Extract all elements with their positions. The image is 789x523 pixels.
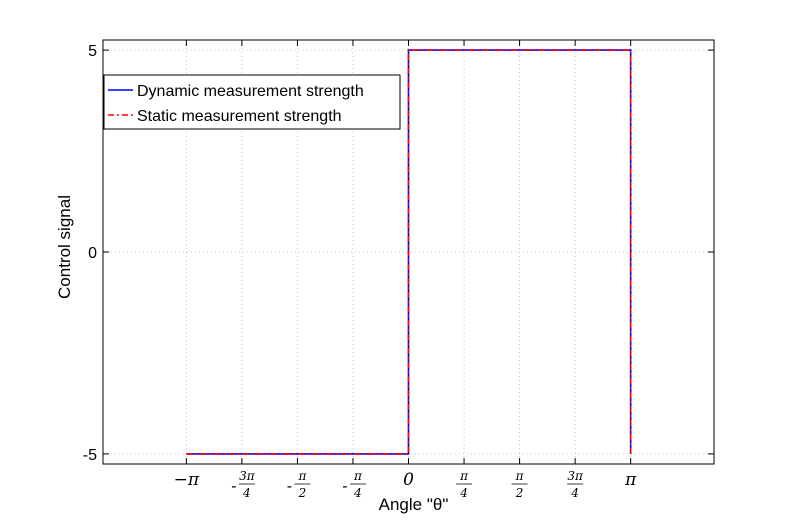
axes-box	[102, 39, 715, 465]
x-tick-denominator: 2	[515, 486, 524, 500]
x-tick-label: π4	[456, 469, 473, 500]
x-tick-label: π2	[511, 469, 528, 500]
x-tick-denominator: 4	[459, 486, 468, 500]
x-tick-sign: -	[287, 478, 292, 495]
y-axis-label: Control signal	[55, 195, 74, 299]
x-axis-label: Angle "θ"	[379, 495, 449, 514]
x-tick-text: −π	[174, 470, 200, 490]
x-tick-numerator: π	[515, 469, 525, 483]
x-tick-numerator: 3π	[239, 469, 256, 483]
x-tick-numerator: 3π	[567, 469, 584, 483]
x-tick-denominator: 4	[353, 486, 362, 500]
x-tick-label: −π	[174, 470, 200, 490]
legend-box	[103, 74, 401, 130]
x-tick-sign: -	[231, 478, 236, 495]
x-tick-text: 0	[403, 470, 414, 490]
y-tick-label: 0	[88, 245, 97, 262]
legend-label-1: Dynamic measurement strength	[137, 83, 364, 100]
x-tick-numerator: π	[459, 469, 469, 483]
x-tick-sign: -	[342, 478, 347, 495]
x-tick-denominator: 2	[298, 486, 307, 500]
x-tick-denominator: 4	[242, 486, 251, 500]
x-tick-text: π	[624, 470, 637, 490]
x-tick-label: 0	[403, 470, 414, 490]
y-tick-label: 5	[88, 43, 97, 60]
series-line-2	[186, 49, 632, 455]
x-tick-denominator: 4	[570, 486, 579, 500]
x-tick-label: -3π 4	[231, 469, 256, 500]
legend: Dynamic measurement strength Static measu…	[103, 74, 401, 130]
x-tick-label: π	[624, 470, 637, 490]
x-tick-numerator: π	[353, 469, 363, 483]
x-tick-label: -π 4	[342, 469, 366, 500]
x-tick-numerator: π	[297, 469, 307, 483]
y-tick-label: -5	[83, 447, 97, 464]
legend-label-2: Static measurement strength	[137, 108, 342, 125]
x-tick-label: 3π4	[567, 469, 584, 500]
x-tick-label: -π 2	[287, 469, 311, 500]
